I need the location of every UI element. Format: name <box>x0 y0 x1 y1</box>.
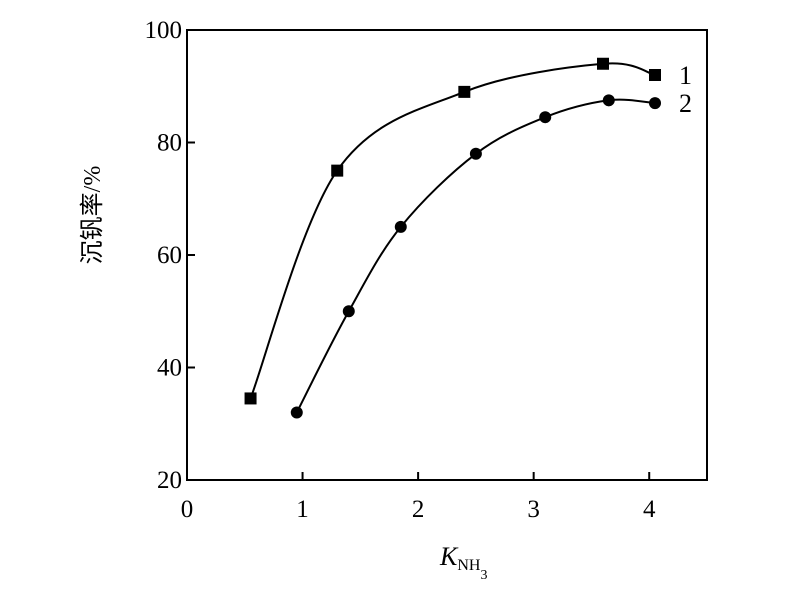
x-tick-label-2: 2 <box>412 496 425 523</box>
labels: KNH3 沉钒率/% <box>79 166 487 583</box>
y-tick-label-100: 100 <box>145 17 183 44</box>
x-axis-label: KNH3 <box>439 542 487 583</box>
series-2-point-5 <box>602 94 615 107</box>
y-tick-label-60: 60 <box>157 242 182 269</box>
series-2-point-4 <box>539 111 552 124</box>
y-tick-label-40: 40 <box>157 355 182 382</box>
series-1-point-0 <box>244 392 257 405</box>
series-2-point-2 <box>394 220 407 233</box>
series-1: 1 <box>244 57 692 405</box>
series-2: 2 <box>290 89 692 419</box>
x-tick-label-4: 4 <box>643 496 656 523</box>
series-2-point-0 <box>290 406 303 419</box>
x-axis-label-subsub: 3 <box>480 568 487 583</box>
series-2-point-6 <box>649 97 661 110</box>
y-tick-label-80: 80 <box>157 130 182 157</box>
series-1-point-3 <box>597 57 609 70</box>
series-2-point-1 <box>342 305 355 318</box>
x-tick-label-1: 1 <box>296 496 309 523</box>
series-1-point-2 <box>458 85 471 98</box>
x-tick-label-3: 3 <box>527 496 540 523</box>
y-axis-label: 沉钒率/% <box>79 166 106 265</box>
x-axis-label-sub: NH <box>457 557 481 574</box>
series-layer: 12 <box>244 57 692 419</box>
series-2-point-3 <box>469 147 482 160</box>
y-tick-label-20: 20 <box>157 467 182 494</box>
series-1-point-1 <box>331 164 344 177</box>
series-2-label: 2 <box>679 89 692 118</box>
series-2-line <box>295 98 656 413</box>
ticks: 0 1 2 3 4 20 40 60 80 100 <box>145 17 656 523</box>
series-1-label: 1 <box>679 61 692 90</box>
series-1-line <box>249 62 656 399</box>
x-tick-label-0: 0 <box>181 496 194 523</box>
x-axis-label-main: K <box>439 542 459 571</box>
series-1-point-4 <box>649 69 661 81</box>
